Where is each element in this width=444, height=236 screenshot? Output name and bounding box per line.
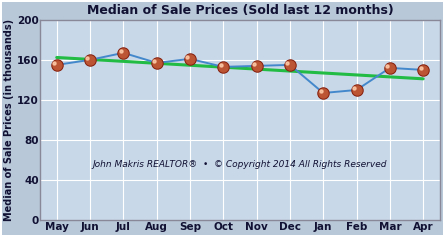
Y-axis label: Median of Sale Prices (in thousands): Median of Sale Prices (in thousands) bbox=[4, 19, 14, 221]
Text: John Makris REALTOR®  •  © Copyright 2014 All Rights Reserved: John Makris REALTOR® • © Copyright 2014 … bbox=[93, 160, 387, 169]
Title: Median of Sale Prices (Sold last 12 months): Median of Sale Prices (Sold last 12 mont… bbox=[87, 4, 393, 17]
